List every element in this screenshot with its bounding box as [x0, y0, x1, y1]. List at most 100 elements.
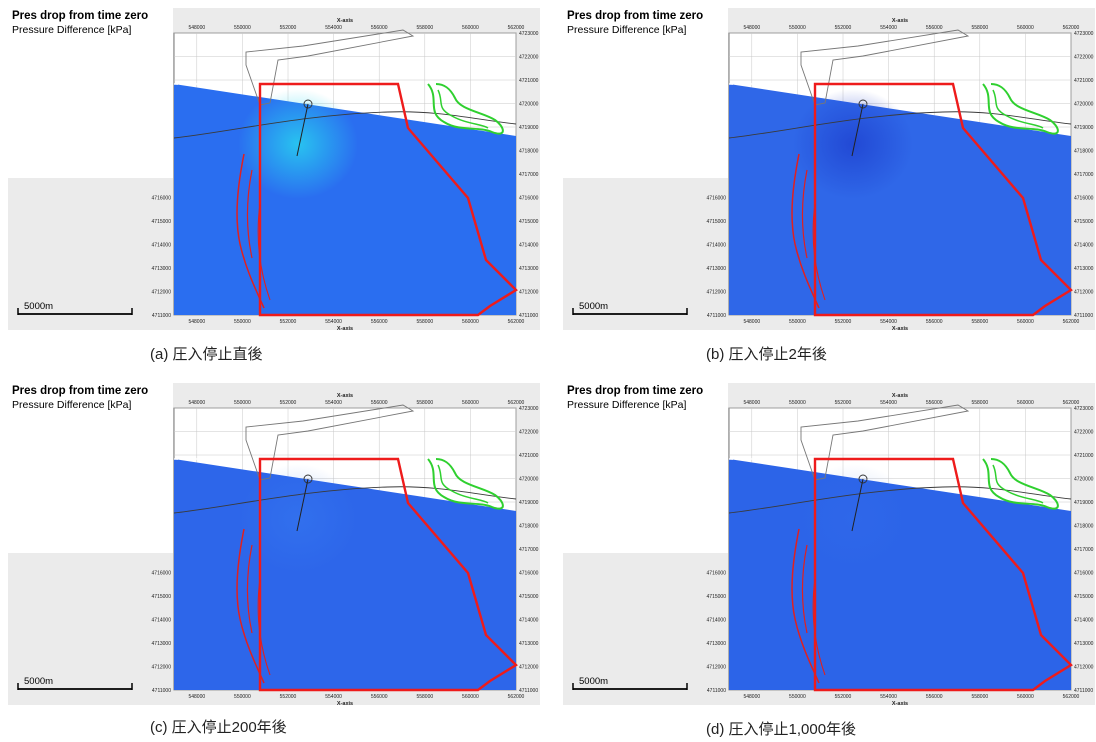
x-tick-label: 560000 [462, 319, 479, 325]
map-plot: 548000 548000 550000 550000 552000 552000 5540… [14, 18, 539, 330]
x-tick-label: 556000 [926, 319, 943, 325]
x-tick-label: 560000 [462, 400, 479, 406]
fault-trace [257, 203, 271, 301]
well-trajectory [851, 478, 864, 532]
coastline [728, 486, 1072, 514]
x-tick-label: 562000 [508, 694, 525, 700]
x-tick-label: 554000 [325, 25, 342, 31]
coastline [173, 486, 517, 514]
y-tick-label: 4711000 [707, 313, 726, 319]
y-tick-label: 4718000 [519, 524, 539, 530]
y-tick-label: 4723000 [1074, 31, 1094, 37]
x-tick-label: 562000 [508, 319, 525, 325]
x-axis-title: X-axis [892, 393, 908, 399]
y-tick-label: 4714000 [519, 243, 539, 249]
red-model-boundary [258, 457, 518, 692]
panel-d: 548000 548000 550000 550000 552000 552000 5540… [563, 383, 1095, 705]
caption-a: (a) 圧入停止直後 [150, 346, 263, 363]
green-boundary [982, 83, 1059, 135]
legend: Pres drop from time zero Pressure Differ… [563, 383, 728, 553]
x-tick-label: 558000 [971, 694, 988, 700]
x-tick-label: 548000 [188, 25, 205, 31]
x-tick-label: 550000 [789, 25, 806, 31]
x-tick-label: 558000 [416, 25, 433, 31]
y-tick-label: 4721000 [519, 453, 539, 459]
x-axis-title: X-axis [892, 701, 908, 705]
port-outline [245, 29, 415, 106]
y-tick-label: 4711000 [152, 688, 171, 694]
scale-bar-label: 5000m [579, 676, 608, 687]
y-tick-label: 4712000 [152, 290, 172, 296]
x-tick-label: 558000 [416, 400, 433, 406]
x-tick-label: 552000 [280, 25, 297, 31]
y-tick-label: 4716000 [519, 196, 539, 202]
x-tick-label: 556000 [371, 400, 388, 406]
y-tick-label: 4713000 [1074, 266, 1094, 272]
x-tick-label: 552000 [280, 694, 297, 700]
y-tick-label: 4713000 [519, 266, 539, 272]
fault-trace [236, 153, 265, 309]
port-outline [800, 404, 970, 481]
x-axis-title: X-axis [337, 701, 353, 705]
y-tick-label: 4721000 [1074, 78, 1094, 84]
x-tick-label: 550000 [234, 400, 251, 406]
legend-subtitle: Pressure Difference [kPa] [12, 24, 132, 36]
pressure-plume [238, 464, 358, 574]
y-tick-label: 4718000 [1074, 149, 1094, 155]
fault-trace [257, 578, 271, 676]
y-tick-label: 4720000 [519, 477, 539, 483]
x-tick-label: 548000 [743, 400, 760, 406]
x-tick-label: 562000 [1063, 694, 1080, 700]
green-boundary [982, 458, 1059, 510]
y-tick-label: 4714000 [519, 618, 539, 624]
legend-subtitle: Pressure Difference [kPa] [12, 399, 132, 411]
well-trajectory [851, 103, 864, 157]
x-tick-label: 558000 [971, 400, 988, 406]
pressure-plume [793, 464, 913, 574]
well-marker [303, 99, 313, 109]
x-tick-label: 560000 [1017, 319, 1034, 325]
x-tick-label: 548000 [188, 694, 205, 700]
x-tick-label: 554000 [325, 694, 342, 700]
y-tick-label: 4720000 [1074, 102, 1094, 108]
x-tick-label: 562000 [1063, 25, 1080, 31]
x-tick-label: 552000 [835, 319, 852, 325]
legend: Pres drop from time zero Pressure Differ… [563, 8, 728, 178]
x-tick-label: 552000 [280, 400, 297, 406]
caption-d: (d) 圧入停止1,000年後 [706, 721, 857, 738]
y-tick-label: 4712000 [152, 665, 172, 671]
x-tick-label: 560000 [462, 694, 479, 700]
coastline [173, 111, 517, 139]
x-tick-label: 548000 [188, 319, 205, 325]
well-marker [303, 474, 313, 484]
y-tick-label: 4711000 [1074, 313, 1093, 319]
y-tick-label: 4712000 [519, 665, 539, 671]
fault-trace [812, 203, 826, 301]
fault-trace [246, 544, 253, 634]
x-tick-label: 556000 [371, 694, 388, 700]
x-axis-title: X-axis [892, 18, 908, 24]
y-tick-label: 4713000 [707, 641, 727, 647]
y-tick-label: 4716000 [1074, 571, 1094, 577]
green-boundary-inner [992, 464, 1044, 504]
y-tick-label: 4716000 [519, 571, 539, 577]
x-tick-label: 556000 [371, 25, 388, 31]
y-tick-label: 4714000 [707, 618, 727, 624]
port-outline [245, 404, 415, 481]
y-tick-label: 4711000 [1074, 688, 1093, 694]
y-tick-label: 4722000 [1074, 430, 1094, 436]
y-tick-label: 4711000 [519, 313, 538, 319]
y-tick-label: 4716000 [707, 571, 727, 577]
y-tick-label: 4722000 [519, 430, 539, 436]
green-boundary-inner [437, 89, 489, 129]
y-tick-label: 4715000 [1074, 219, 1094, 225]
legend-subtitle: Pressure Difference [kPa] [567, 399, 687, 411]
x-tick-label: 550000 [234, 319, 251, 325]
x-tick-label: 554000 [325, 319, 342, 325]
y-tick-label: 4715000 [707, 594, 727, 600]
y-tick-label: 4715000 [1074, 594, 1094, 600]
legend: Pres drop from time zero Pressure Differ… [8, 8, 173, 178]
y-tick-label: 4715000 [152, 594, 172, 600]
x-tick-label: 554000 [325, 400, 342, 406]
x-tick-label: 550000 [234, 25, 251, 31]
